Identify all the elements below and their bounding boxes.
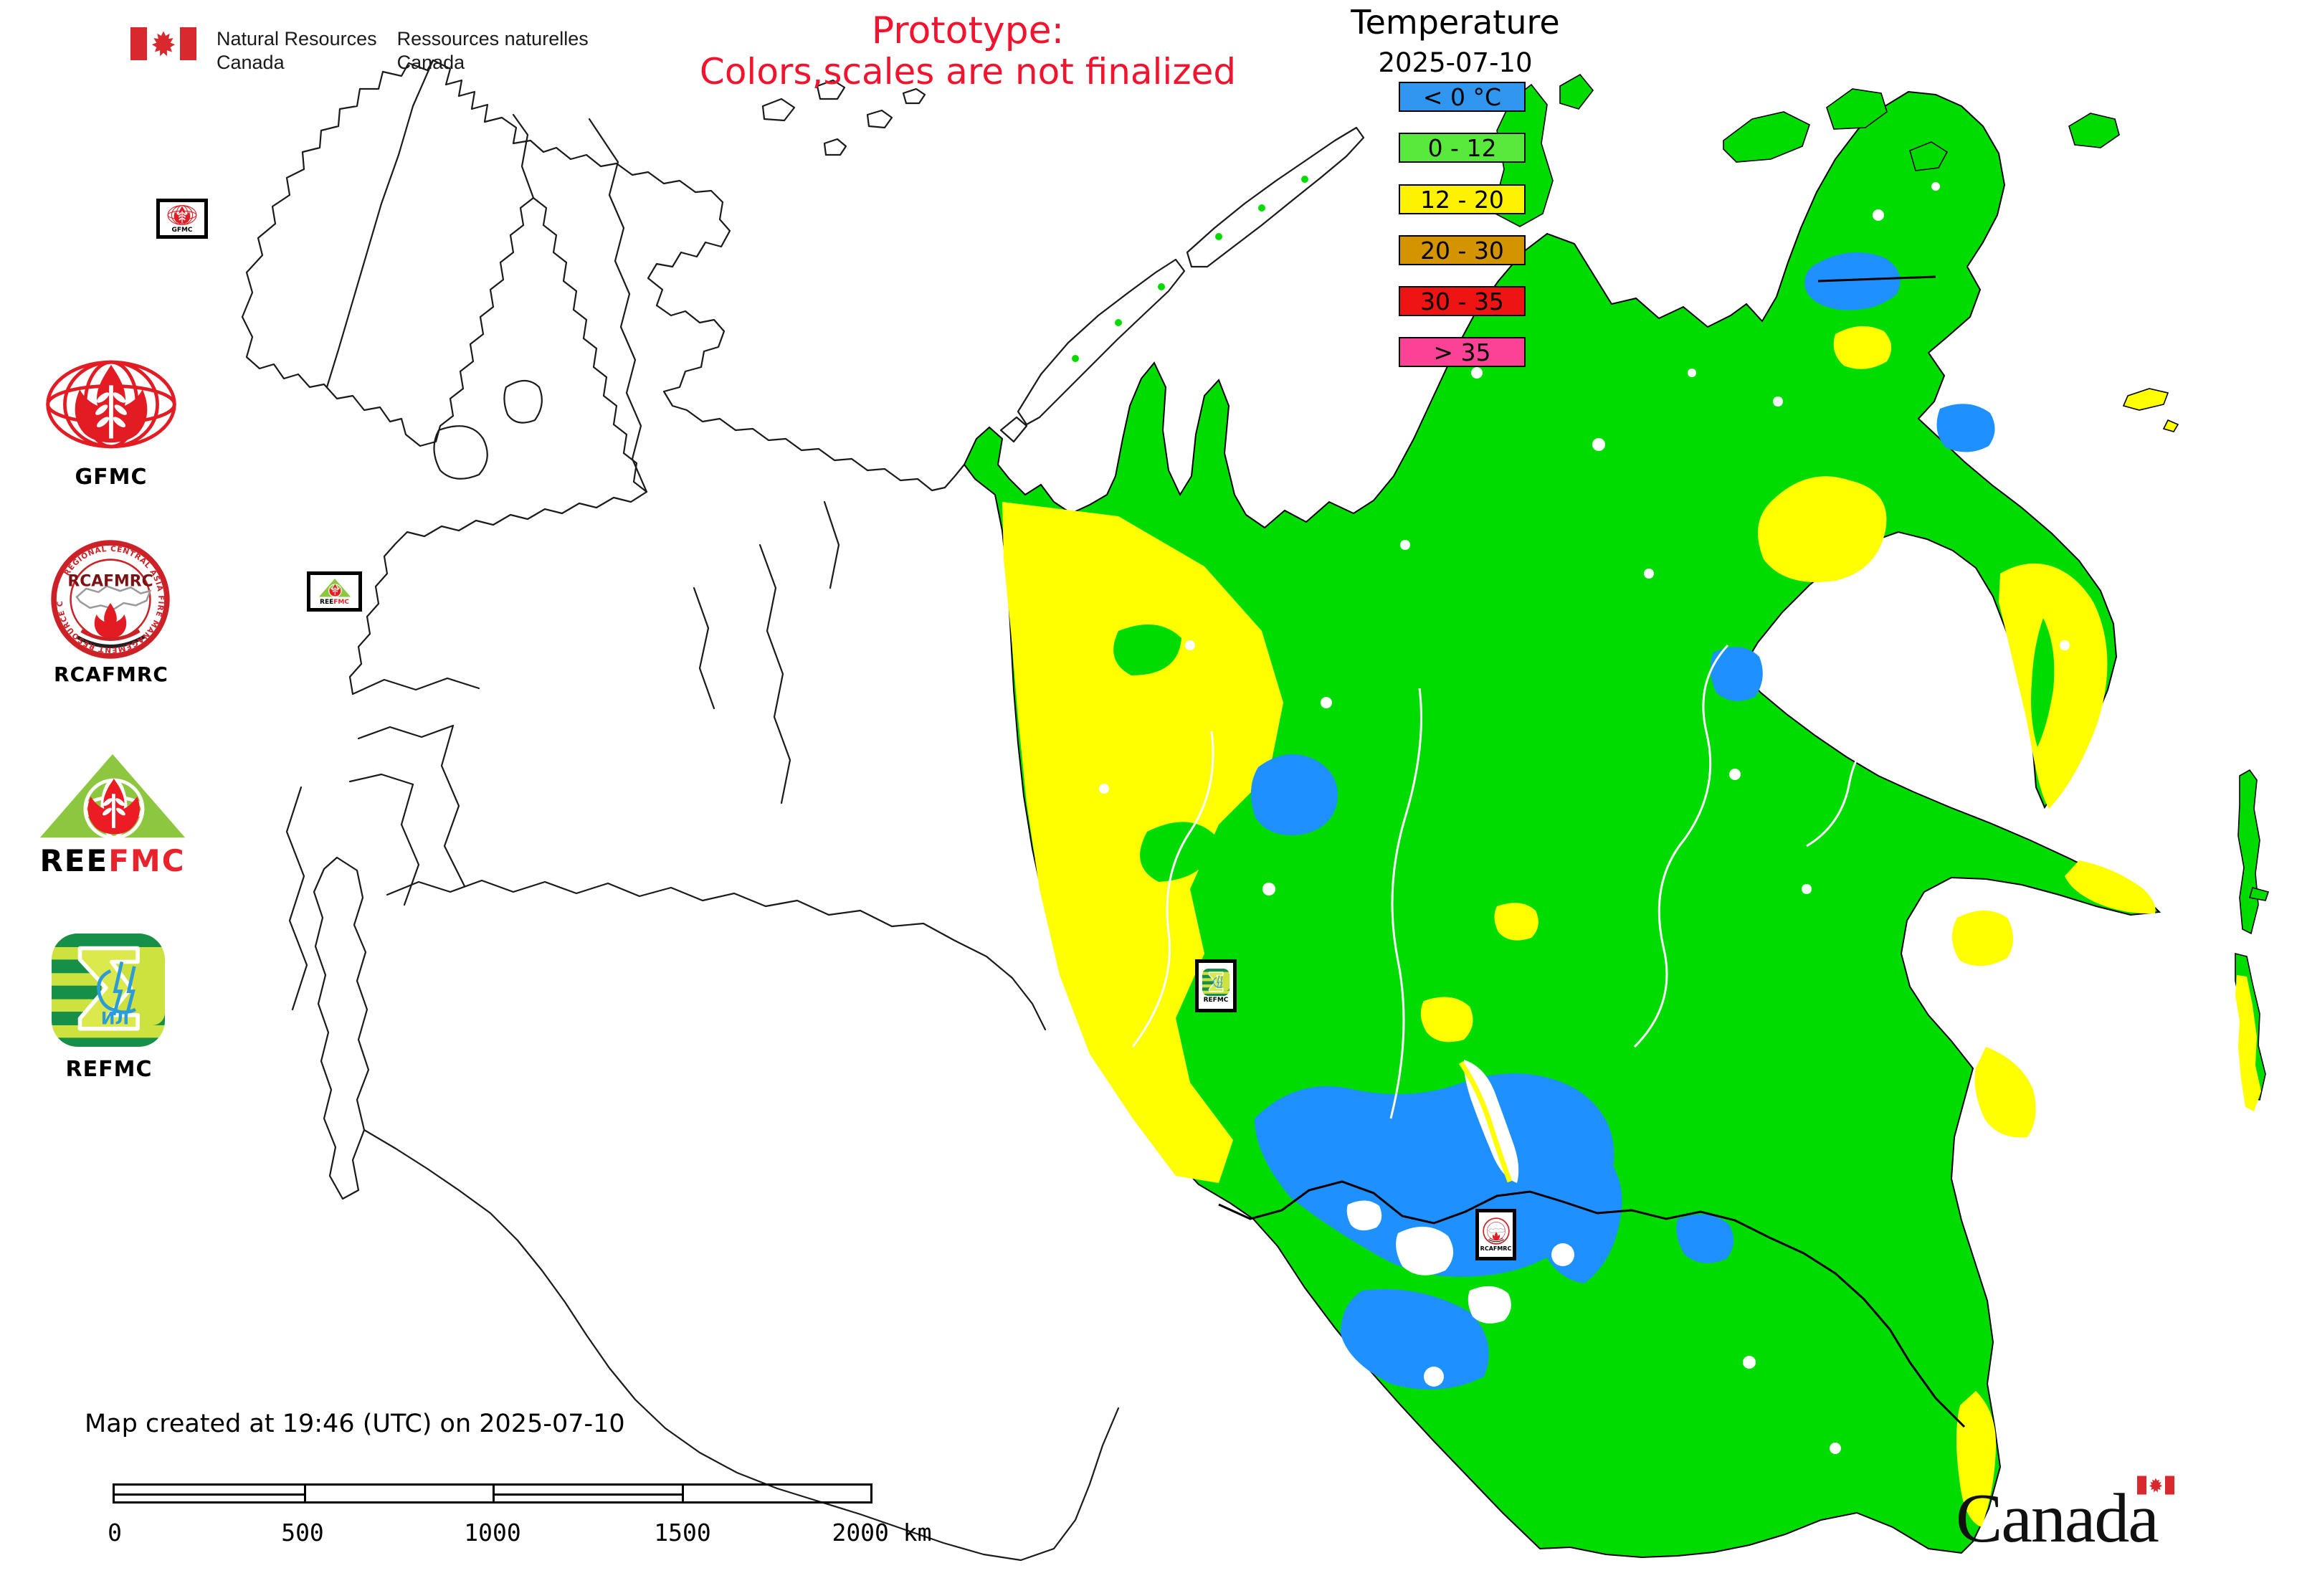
refmc-marker-label: REFMC [1203,996,1229,1004]
rcafmrc-logo-icon: REGIONAL CENTRAL ASIA FIRE MANAGEMENT RE… [50,539,171,660]
raster-temperature-layer [963,73,2270,1559]
nrcan-title-en: Natural Resources Canada [217,28,377,73]
scale-segment [681,1486,871,1501]
legend-item-12-20: 12 - 20 [1399,184,1526,214]
reefmc-word-black: REE [39,843,109,878]
legend-date: 2025-07-10 [1378,47,1533,78]
legend-label: 30 - 35 [1420,287,1504,315]
prototype-line2: Colors,scales are not finalized [699,51,1237,92]
reefmc-map-marker: REEFMC [307,571,362,612]
prototype-line1: Prototype: [871,9,1065,52]
raster-river-lines [1131,644,1886,1119]
scale-unit: km [903,1519,932,1547]
map-created-text: Map created at 19:46 (UTC) on 2025-07-10 [85,1410,625,1438]
scale-tick-1500: 1500 [654,1519,711,1547]
nrcan-signature: Natural Resources Canada Ressources natu… [130,27,589,75]
refmc-map-marker: REFMC [1195,959,1237,1012]
legend-label: 0 - 12 [1427,133,1497,162]
reefmc-marker-red: FMC [333,598,349,606]
reefmc-marker-black: REE [320,598,334,606]
raster-white-holes [1099,182,2070,1454]
gfmc-marker-icon [167,204,197,225]
reefmc-logo-icon [37,751,188,842]
canada-flag-icon [130,27,196,60]
rcafmrc-marker-icon [1482,1217,1510,1245]
legend-item-above-35: > 35 [1399,337,1526,367]
scale-tick-2000: 2000 km [832,1519,931,1547]
rcafmrc-logo-label: RCAFMRC [54,662,168,686]
scale-segment [493,1486,682,1501]
gfmc-marker-label: GFMC [171,226,193,234]
scale-tick-500: 500 [281,1519,324,1547]
prototype-warning: Prototype: Colors,scales are not finaliz… [617,10,1319,92]
rcafmrc-map-marker: RCAFMRC [1475,1209,1516,1260]
canada-wordmark: Canada [1956,1471,2214,1557]
legend-title: Temperature [1351,3,1560,42]
refmc-logo-label: REFMC [65,1057,153,1082]
legend-item-0-12: 0 - 12 [1399,133,1526,163]
refmc-logo-icon: ИЛ [52,934,165,1047]
outline-western-eurasia [241,59,1365,1562]
gfmc-map-marker: GFMC [156,199,208,239]
reefmc-marker-icon [318,578,351,597]
legend-item-below-0: < 0 °C [1399,82,1526,112]
legend-label: < 0 °C [1422,82,1502,111]
reefmc-marker-label: REEFMC [320,599,349,606]
reefmc-logo-wordmark: REEFMC [29,843,196,878]
lake-baikal-fringe [1459,1061,1513,1183]
legend-label: 20 - 30 [1420,236,1504,265]
rcafmrc-marker-label: RCAFMRC [1480,1245,1512,1252]
raster-blue-zones [1250,252,1995,1390]
legend-item-20-30: 20 - 30 [1399,235,1526,265]
reefmc-word-red: FMC [108,843,186,878]
legend-item-30-35: 30 - 35 [1399,286,1526,316]
novaya-zemlya-speckles [1072,176,1308,362]
scale-segment [303,1486,493,1501]
rcafmrc-seal-text: RCAFMRC [67,573,153,591]
legend-label: 12 - 20 [1420,185,1504,214]
raster-border-lines [1218,275,1966,1428]
canada-wordmark-text: Canada [1956,1480,2159,1557]
scale-bar [113,1483,872,1504]
scale-tick-1000: 1000 [464,1519,521,1547]
raster-yellow-islets [2122,388,2179,432]
scale-tick-2000-value: 2000 [832,1519,889,1547]
scale-tick-0: 0 [108,1519,122,1547]
refmc-marker-icon [1202,969,1230,996]
canada-wordmark-flag-icon [2137,1476,2174,1495]
gfmc-logo-label: GFMC [75,465,148,490]
gfmc-logo-icon [43,350,179,459]
legend-label: > 35 [1433,338,1491,366]
scale-segment [115,1486,304,1501]
refmc-seal-text: ИЛ [101,1008,130,1028]
nrcan-title-fr: Ressources naturelles Canada [396,28,589,73]
